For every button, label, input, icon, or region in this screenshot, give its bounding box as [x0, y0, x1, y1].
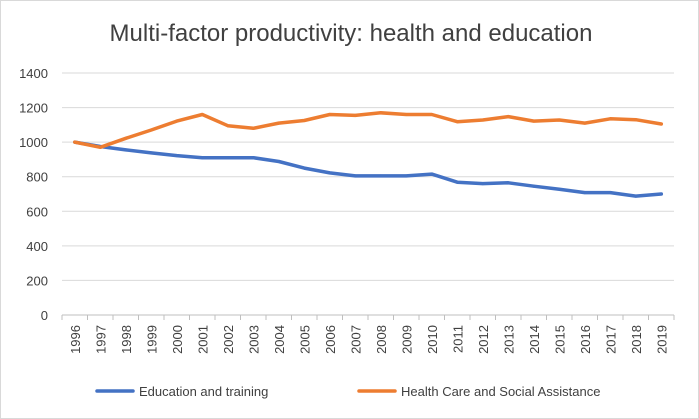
x-tick-label: 2015 [552, 325, 567, 354]
data-point [302, 166, 306, 170]
data-point [175, 119, 179, 123]
x-tick-label: 2002 [221, 325, 236, 354]
x-tick-label: 2018 [629, 325, 644, 354]
x-tick-label: 2019 [654, 325, 669, 354]
data-point [124, 136, 128, 140]
data-point [302, 119, 306, 123]
x-tick-label: 1997 [93, 325, 108, 354]
data-point [608, 117, 612, 121]
y-tick-label: 0 [41, 308, 48, 323]
data-point [124, 148, 128, 152]
x-tick-label: 2003 [246, 325, 261, 354]
data-point [634, 118, 638, 122]
data-point [532, 119, 536, 123]
series-line-1 [73, 140, 664, 198]
data-point [226, 124, 230, 128]
data-point [149, 128, 153, 132]
data-point [506, 115, 510, 119]
data-point [481, 182, 485, 186]
series-line-2 [73, 111, 664, 150]
y-tick-label: 600 [26, 204, 48, 219]
data-point [277, 160, 281, 164]
data-point [251, 126, 255, 130]
data-point [277, 121, 281, 125]
legend-label: Health Care and Social Assistance [401, 384, 600, 399]
x-tick-label: 1998 [119, 325, 134, 354]
x-tick-label: 2012 [476, 325, 491, 354]
y-axis: 0 200 400 600 800 1000 1200 1400 [19, 66, 48, 323]
y-tick-label: 800 [26, 170, 48, 185]
x-tick-label: 1996 [68, 325, 83, 354]
data-point [455, 180, 459, 184]
data-point [430, 112, 434, 116]
x-tick-label: 2011 [450, 325, 465, 353]
data-point [583, 121, 587, 125]
data-point [328, 112, 332, 116]
x-tick-label: 1999 [144, 325, 159, 354]
data-point [404, 112, 408, 116]
x-tick-label: 2004 [272, 325, 287, 354]
data-point [608, 191, 612, 195]
data-point [659, 122, 663, 126]
data-point [430, 172, 434, 176]
x-tick-label: 2013 [501, 325, 516, 354]
y-tick-label: 200 [26, 273, 48, 288]
data-point [149, 151, 153, 155]
x-tick-label: 2009 [399, 325, 414, 354]
legend-label: Education and training [139, 384, 268, 399]
data-point [532, 184, 536, 188]
y-tick-label: 1200 [19, 101, 48, 116]
data-point [659, 192, 663, 196]
x-tick-label: 2000 [170, 325, 185, 354]
x-tick-label: 2010 [425, 325, 440, 354]
data-point [226, 156, 230, 160]
data-point [379, 174, 383, 178]
data-point [634, 194, 638, 198]
data-point [404, 174, 408, 178]
series-lines [73, 111, 664, 198]
data-point [200, 112, 204, 116]
x-tick-label: 2007 [348, 325, 363, 354]
y-tick-label: 400 [26, 239, 48, 254]
x-tick-label: 2001 [195, 325, 210, 354]
x-tick-label: 2008 [374, 325, 389, 354]
data-point [353, 113, 357, 117]
data-point [379, 111, 383, 115]
data-point [200, 156, 204, 160]
x-tick-label: 2017 [603, 325, 618, 354]
gridlines [62, 72, 674, 281]
data-point [583, 191, 587, 195]
chart-title: Multi-factor productivity: health and ed… [110, 20, 593, 47]
x-tick-label: 2016 [578, 325, 593, 354]
data-point [328, 171, 332, 175]
x-tick-label: 2006 [323, 325, 338, 354]
x-axis: 1996 1997 1998 1999 2000 2001 2002 2003 2004 2005… [61, 314, 675, 354]
data-point [481, 118, 485, 122]
data-point [353, 174, 357, 178]
y-tick-label: 1000 [19, 135, 48, 150]
x-tick-label: 2014 [527, 325, 542, 354]
data-point [251, 156, 255, 160]
data-point [557, 118, 561, 122]
data-point [557, 187, 561, 191]
data-point [175, 154, 179, 158]
data-point [98, 145, 102, 149]
data-point [73, 140, 77, 144]
y-tick-label: 1400 [19, 66, 48, 81]
data-point [455, 120, 459, 124]
legend: Education and training Health Care and So… [95, 384, 600, 399]
x-tick-label: 2005 [297, 325, 312, 354]
data-point [506, 181, 510, 185]
